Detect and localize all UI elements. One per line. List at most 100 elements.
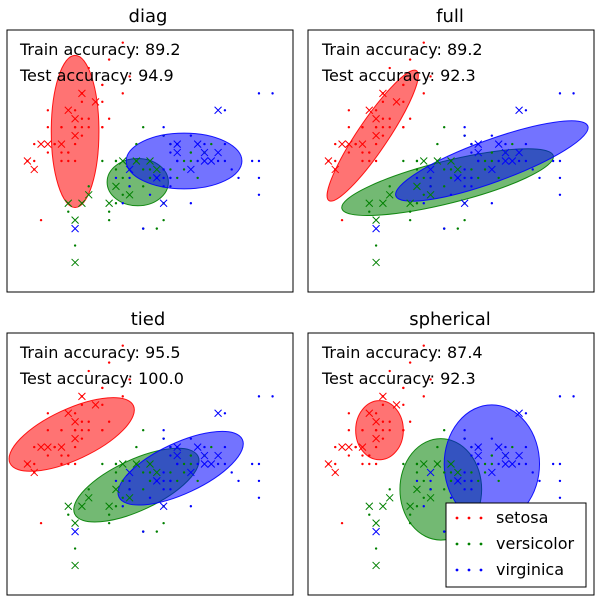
train-point-setosa (67, 151, 70, 154)
test-point-versicolor (118, 157, 127, 165)
test-point-versicolor (413, 182, 421, 191)
train-point-virginica (148, 193, 152, 197)
train-point-virginica (162, 488, 165, 491)
train-point-virginica (558, 479, 562, 483)
train-point-versicolor (182, 168, 186, 171)
train-point-versicolor (436, 445, 439, 449)
train-point-versicolor (87, 488, 90, 491)
train-point-setosa (46, 125, 50, 129)
legend-marker (455, 516, 459, 520)
train-point-setosa (107, 117, 111, 120)
train-point-virginica (572, 395, 575, 398)
train-point-setosa (374, 142, 378, 146)
test-point-virginica (515, 148, 523, 157)
train-point-versicolor (490, 454, 494, 457)
train-point-virginica (121, 505, 124, 508)
train-point-versicolor (422, 176, 425, 180)
test-point-setosa (379, 89, 387, 98)
train-point-setosa (340, 521, 344, 525)
test-point-versicolor (433, 460, 442, 468)
test-point-versicolor (105, 199, 113, 208)
test-point-virginica (501, 460, 510, 468)
train-point-versicolor (470, 168, 473, 171)
test-point-virginica (494, 140, 503, 148)
train-point-setosa (354, 445, 357, 449)
train-point-setosa (408, 117, 412, 120)
train-point-virginica (551, 462, 555, 466)
train-point-setosa (73, 428, 77, 432)
train-point-virginica (463, 125, 466, 129)
train-point-virginica (497, 159, 500, 163)
train-point-versicolor (169, 168, 172, 171)
train-point-virginica (490, 202, 494, 205)
test-point-versicolor (379, 199, 387, 208)
test-point-versicolor (406, 199, 414, 208)
test-point-virginica (426, 468, 435, 477)
train-point-versicolor (374, 547, 378, 550)
train-point-versicolor (141, 471, 145, 474)
train-point-setosa (46, 454, 50, 457)
train-point-virginica (531, 471, 534, 474)
train-point-setosa (381, 420, 385, 423)
train-point-setosa (39, 521, 43, 525)
train-point-virginica (223, 412, 227, 415)
test-point-versicolor (71, 561, 79, 570)
test-point-virginica (200, 460, 209, 468)
train-point-setosa (381, 100, 385, 104)
train-point-virginica (429, 479, 432, 483)
train-point-versicolor (67, 513, 70, 516)
test-point-virginica (214, 106, 222, 115)
train-point-virginica (463, 488, 466, 491)
train-point-versicolor (408, 210, 412, 213)
train-point-virginica (558, 176, 562, 180)
train-point-virginica (551, 159, 555, 163)
train-point-virginica (257, 92, 261, 95)
train-point-virginica (250, 159, 254, 163)
test-point-versicolor (419, 460, 428, 468)
test-point-setosa (78, 392, 86, 401)
train-point-versicolor (408, 218, 412, 222)
train-point-versicolor (107, 521, 111, 525)
test-point-setosa (392, 400, 401, 409)
test-point-setosa (30, 468, 39, 477)
test-point-versicolor (112, 182, 120, 191)
train-point-versicolor (422, 496, 425, 500)
train-point-virginica (114, 176, 118, 180)
train-point-virginica (162, 185, 165, 188)
train-point-virginica (470, 488, 473, 491)
train-point-virginica (162, 428, 165, 432)
train-point-virginica (463, 176, 466, 180)
test-accuracy-label: Test accuracy: 100.0 (19, 369, 184, 388)
test-point-virginica (159, 502, 168, 511)
train-point-virginica (223, 445, 227, 449)
train-point-versicolor (408, 521, 412, 525)
train-point-versicolor (114, 462, 118, 466)
test-point-setosa (64, 106, 73, 115)
train-point-versicolor (135, 142, 138, 146)
train-point-versicolor (135, 445, 138, 449)
train-point-virginica (558, 496, 562, 500)
test-point-setosa (365, 106, 374, 115)
train-point-setosa (402, 125, 405, 129)
train-point-setosa (381, 428, 385, 432)
test-point-versicolor (71, 258, 79, 267)
train-point-setosa (33, 462, 36, 466)
train-point-versicolor (121, 479, 124, 483)
panel-title: full (436, 6, 464, 27)
plot-area (23, 41, 274, 267)
train-point-versicolor (490, 151, 494, 154)
test-point-virginica (187, 165, 195, 174)
train-point-setosa (60, 159, 63, 163)
test-point-setosa (57, 140, 66, 148)
train-point-virginica (176, 462, 179, 466)
train-point-versicolor (449, 176, 453, 180)
train-point-setosa (347, 454, 351, 457)
train-point-virginica (223, 142, 227, 146)
test-point-setosa (23, 460, 32, 468)
train-point-setosa (107, 361, 111, 364)
legend-marker (479, 568, 483, 572)
train-point-setosa (402, 83, 405, 87)
train-point-virginica (442, 530, 446, 533)
train-point-setosa (87, 66, 90, 70)
